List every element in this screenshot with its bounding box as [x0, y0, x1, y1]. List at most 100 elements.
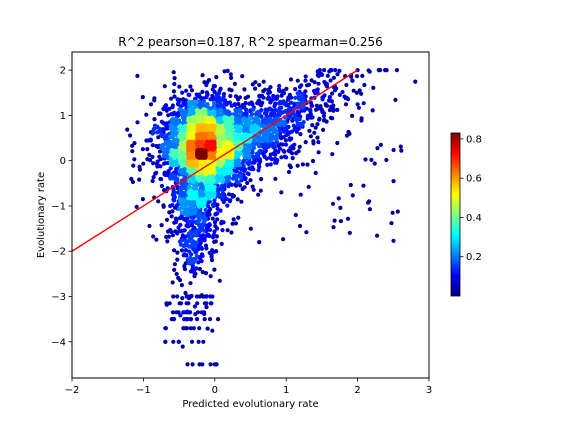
scatter-point	[204, 301, 209, 306]
scatter-point	[237, 119, 242, 124]
scatter-point	[170, 112, 176, 117]
scatter-point	[192, 267, 197, 272]
scatter-point	[210, 132, 215, 137]
scatter-point	[248, 178, 253, 183]
scatter-point	[198, 245, 203, 250]
scatter-point	[189, 88, 195, 93]
colorbar-tick-label: 0.8	[466, 134, 482, 145]
scatter-point	[179, 140, 184, 145]
scatter-point	[370, 108, 375, 113]
fit-line	[72, 69, 358, 252]
scatter-point	[254, 115, 259, 120]
scatter-point	[207, 196, 212, 201]
scatter-point	[281, 237, 286, 242]
scatter-point	[167, 139, 172, 144]
scatter-point	[230, 221, 235, 226]
scatter-point	[186, 239, 192, 244]
scatter-point	[297, 96, 302, 102]
scatter-point	[199, 197, 204, 202]
scatter-point	[177, 84, 182, 89]
scatter-point	[187, 261, 192, 266]
scatter-point	[227, 110, 232, 115]
scatter-point	[208, 207, 213, 212]
scatter-point	[229, 119, 235, 124]
scatter-point	[170, 233, 175, 238]
scatter-point	[331, 225, 336, 230]
scatter-point	[219, 241, 224, 246]
scatter-point	[130, 143, 135, 148]
scatter-point	[246, 126, 251, 132]
scatter-point	[197, 139, 202, 144]
scatter-point	[172, 174, 178, 179]
scatter-point	[210, 152, 215, 157]
scatter-point	[175, 294, 180, 299]
scatter-point	[167, 301, 172, 306]
scatter-point	[200, 270, 205, 275]
scatter-point	[320, 108, 325, 113]
scatter-point	[246, 151, 251, 157]
scatter-point	[185, 208, 190, 214]
scatter-point	[281, 99, 286, 104]
scatter-point	[225, 120, 230, 125]
scatter-point	[395, 209, 400, 214]
scatter-point	[330, 152, 335, 157]
scatter-point	[163, 106, 168, 111]
scatter-point	[303, 78, 308, 83]
scatter-point	[221, 129, 226, 134]
scatter-point	[230, 192, 235, 198]
scatter-point	[179, 127, 184, 132]
scatter-point	[354, 74, 360, 79]
scatter-point	[199, 102, 205, 107]
scatter-point	[250, 150, 255, 155]
scatter-point	[179, 283, 184, 288]
scatter-point	[202, 310, 207, 315]
scatter-point	[378, 142, 383, 147]
scatter-point	[173, 116, 178, 121]
scatter-point	[196, 108, 201, 113]
scatter-point	[245, 180, 250, 186]
scatter-point	[239, 173, 244, 178]
scatter-point	[208, 274, 213, 279]
scatter-point	[318, 71, 323, 76]
scatter-point	[324, 103, 329, 108]
scatter-point	[156, 199, 161, 204]
colorbar-tick-label: 0.4	[466, 213, 482, 224]
scatter-point	[147, 152, 152, 157]
scatter-point	[222, 108, 227, 113]
scatter-point	[189, 201, 194, 206]
scatter-point	[148, 102, 154, 107]
scatter-point	[198, 127, 203, 132]
scatter-point	[163, 339, 168, 344]
scatter-point	[294, 118, 299, 123]
scatter-point	[171, 294, 176, 299]
scatter-point	[273, 160, 278, 165]
scatter-point	[218, 86, 223, 91]
scatter-point	[347, 230, 352, 235]
scatter-point	[225, 203, 230, 208]
scatter-point	[247, 166, 252, 171]
scatter-point	[184, 203, 189, 208]
scatter-point	[187, 249, 192, 254]
scatter-point	[300, 162, 305, 167]
scatter-point	[346, 129, 351, 134]
scatter-point	[290, 118, 295, 123]
scatter-point	[152, 117, 157, 122]
scatter-point	[250, 102, 255, 107]
scatter-point	[292, 142, 297, 147]
scatter-point	[181, 113, 186, 118]
scatter-point	[257, 82, 262, 88]
scatter-point	[202, 317, 207, 322]
scatter-point	[205, 204, 211, 209]
scatter-point	[203, 207, 208, 212]
scatter-point	[162, 84, 167, 89]
scatter-point	[215, 187, 220, 192]
scatter-point	[211, 233, 216, 238]
scatter-point	[250, 82, 255, 87]
scatter-point	[220, 136, 225, 141]
scatter-point	[159, 132, 165, 137]
scatter-point	[210, 93, 215, 98]
scatter-point	[188, 317, 193, 322]
scatter-point	[197, 237, 202, 242]
scatter-point	[320, 95, 325, 100]
scatter-point	[179, 137, 184, 142]
